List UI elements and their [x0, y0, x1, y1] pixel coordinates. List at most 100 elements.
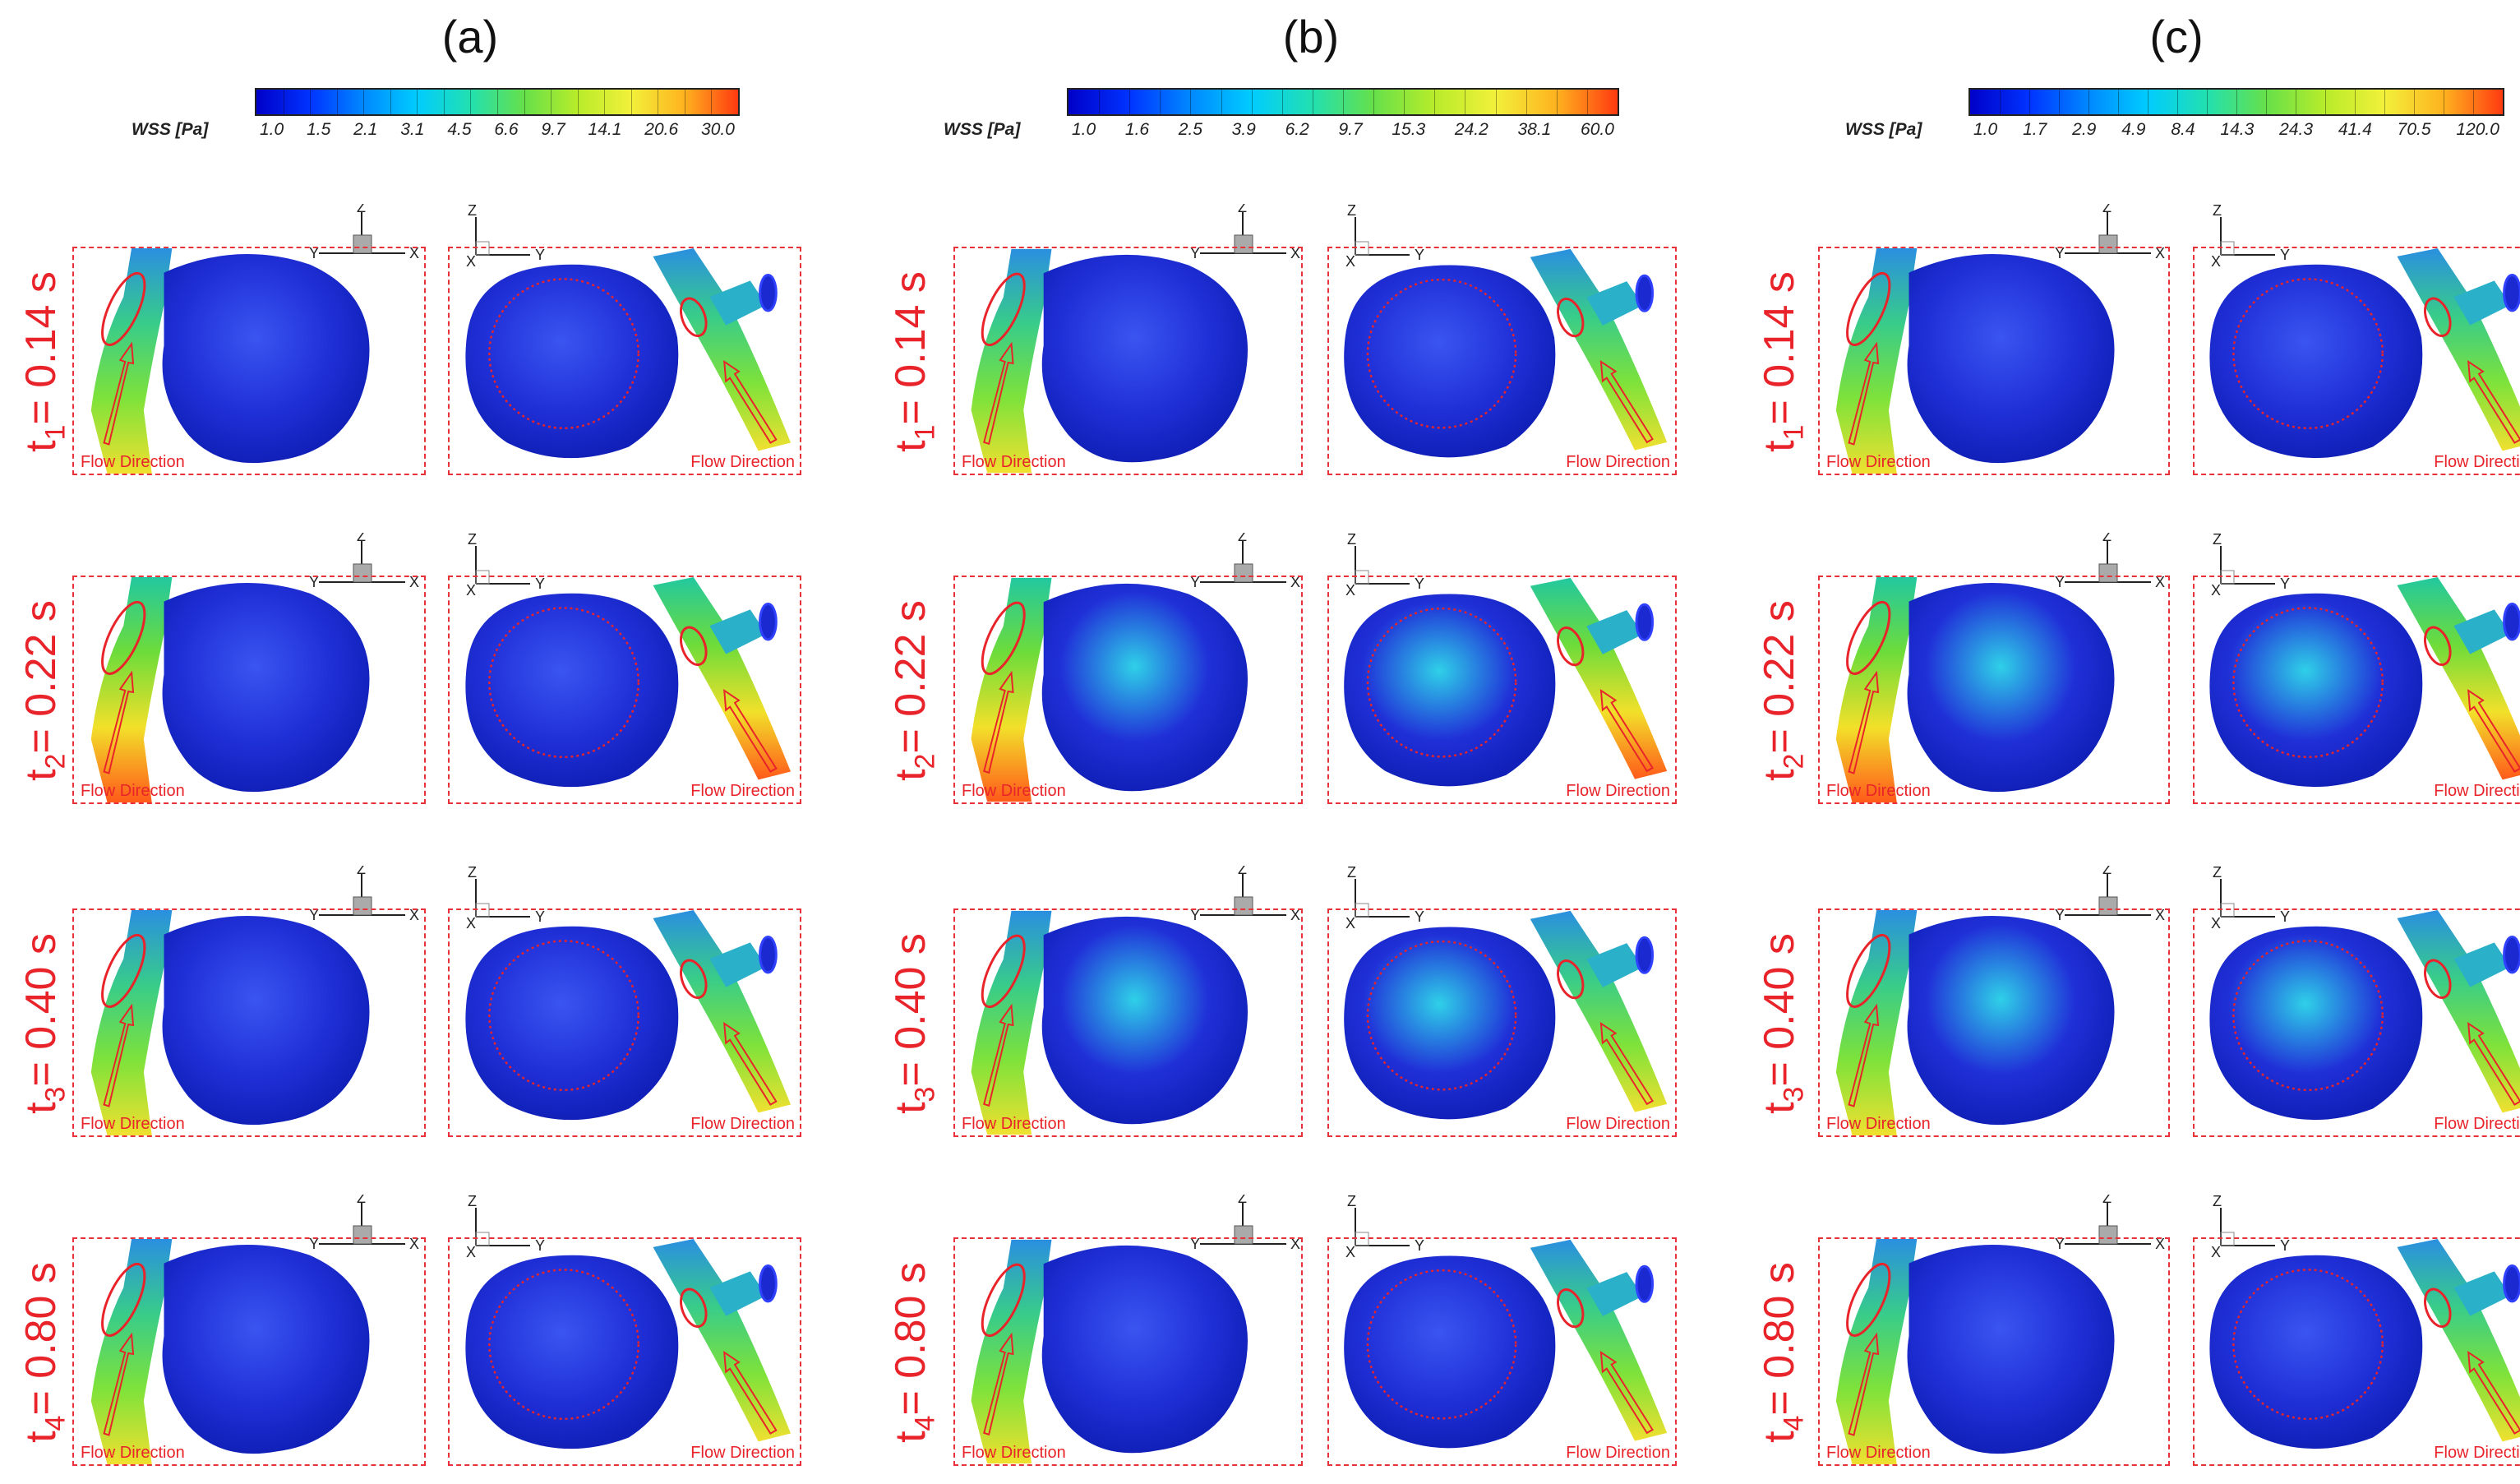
time-label-a-4: t4= 0.80 s	[17, 1262, 72, 1443]
highlight-ellipse	[981, 934, 1026, 1009]
view-box-right-b-3: Flow Direction	[1327, 908, 1677, 1137]
axis-label-y: Y	[535, 908, 545, 925]
flow-direction-label: Flow Direction	[690, 1115, 795, 1133]
axis-label-y: Y	[535, 1237, 545, 1254]
time-subscript: 2	[1778, 753, 1810, 770]
highlight-dotted-circle	[2232, 940, 2384, 1092]
colorbar-tick-label: 2.9	[2072, 120, 2097, 139]
colorbar-ticks-c: 1.0 1.7 2.9 4.9 8.4 14.3 24.3 41.4 70.5 120.0	[1973, 120, 2499, 140]
aneurysm-render	[971, 577, 1248, 802]
axis-triad-back: Z X Y	[466, 866, 545, 932]
axis-origin-box	[2220, 241, 2235, 256]
highlight-ellipse	[1557, 959, 1585, 1000]
parent-vessel	[2397, 1239, 2520, 1442]
axis-triad-front: Y X Z	[309, 1195, 419, 1252]
axis-label-z: Z	[2213, 533, 2222, 548]
axis-triad-back: Z X Y	[2211, 866, 2290, 932]
flow-arrow	[1848, 1332, 1880, 1436]
aneurysm-sac	[162, 916, 370, 1126]
axis-label-z: Z	[2213, 1195, 2222, 1209]
aneurysm-sac	[465, 264, 679, 459]
vessel-outlet	[1635, 936, 1655, 974]
branch-vessel	[709, 942, 767, 987]
wss-colorbar-c	[1968, 88, 2504, 116]
flow-direction-label: Flow Direction	[1826, 782, 1931, 800]
axis-label-x: X	[409, 245, 419, 261]
axis-label-x: X	[466, 915, 476, 932]
axis-label-x: X	[466, 253, 476, 270]
flow-direction-label: Flow Direction	[690, 1444, 795, 1462]
highlight-dotted-circle	[1366, 278, 1517, 429]
highlight-ellipse	[2424, 959, 2452, 999]
aneurysm-sac	[2209, 926, 2423, 1121]
axis-label-y: Y	[1190, 245, 1200, 261]
vessel-outlet	[2503, 274, 2520, 312]
time-label-b-3: t3= 0.40 s	[887, 933, 941, 1114]
time-subscript: 4	[1778, 1415, 1810, 1431]
time-subscript: 2	[39, 753, 72, 770]
aneurysm-render	[2209, 1239, 2520, 1449]
aneurysm-render	[465, 910, 792, 1121]
axis-label-x: X	[466, 582, 476, 599]
axis-label-y: Y	[2280, 908, 2290, 925]
colorbar-tick-label: 6.6	[494, 120, 519, 139]
colorbar-segment-line	[2088, 90, 2089, 114]
flow-direction-label: Flow Direction	[2434, 782, 2520, 800]
colorbar-segment-line	[1999, 90, 2001, 114]
axis-triad-back: Z X Y	[466, 533, 545, 599]
time-subscript: 2	[909, 753, 941, 770]
axis-label-x: X	[2155, 574, 2165, 590]
axis-label-y: Y	[309, 907, 319, 923]
colorbar-segment-line	[711, 90, 713, 114]
colorbar-tick-label: 20.6	[644, 120, 679, 139]
axis-label-y: Y	[1415, 908, 1424, 925]
view-box-left-a-1: Flow Direction	[72, 247, 426, 475]
flow-arrow	[103, 670, 135, 774]
colorbar-segment-line	[363, 90, 365, 114]
aneurysm-sac	[1907, 916, 2115, 1126]
highlight-ellipse	[101, 1262, 146, 1337]
colorbar-tick-label: 9.7	[1338, 120, 1363, 139]
colorbar-segment-line	[1281, 90, 1283, 114]
axis-triad-back: Z X Y	[2211, 1195, 2290, 1260]
time-value: = 0.22 s	[887, 600, 935, 754]
colorbar-segment-line	[577, 90, 579, 114]
axis-origin-box	[1234, 563, 1253, 583]
highlight-dotted-circle	[2232, 1269, 2384, 1421]
aneurysm-sac	[1041, 254, 1248, 463]
aneurysm-sac	[1344, 927, 1556, 1120]
axis-label-z: Z	[1238, 1195, 1247, 1206]
flow-arrow	[983, 1332, 1014, 1436]
flow-direction-label: Flow Direction	[690, 453, 795, 471]
colorbar-segment-line	[1160, 90, 1161, 114]
colorbar-segment-line	[1129, 90, 1131, 114]
colorbar-segment-line	[1495, 90, 1497, 114]
axis-label-x: X	[1345, 582, 1355, 599]
axis-label-y: Y	[309, 245, 319, 261]
flow-arrow	[723, 689, 778, 773]
highlight-ellipse	[1846, 1262, 1891, 1337]
branch-vessel	[709, 280, 767, 326]
colorbar-title-c: WSS [Pa]	[1845, 120, 1922, 139]
flow-arrow	[983, 1003, 1014, 1107]
highlight-ellipse	[1557, 626, 1585, 667]
axis-origin-box	[475, 1232, 490, 1246]
time-value: = 0.80 s	[887, 1262, 935, 1416]
aneurysm-sac	[1041, 916, 1248, 1125]
axis-label-y: Y	[2055, 574, 2065, 590]
axis-label-y: Y	[1190, 907, 1200, 923]
axis-label-y: Y	[2055, 245, 2065, 261]
view-box-left-a-4: Flow Direction	[72, 1237, 426, 1466]
flow-arrow	[983, 670, 1014, 774]
colorbar-tick-label: 1.0	[1973, 120, 1998, 139]
colorbar-segment-line	[417, 90, 418, 114]
branch-vessel	[1586, 610, 1643, 654]
flow-arrow	[723, 1351, 778, 1435]
highlight-ellipse	[1846, 600, 1891, 675]
parent-vessel	[2397, 577, 2520, 780]
flow-direction-label: Flow Direction	[81, 782, 185, 800]
axis-origin-box	[353, 896, 372, 916]
axis-origin-box	[475, 903, 490, 918]
aneurysm-sac	[2209, 1255, 2423, 1449]
colorbar-segment-line	[390, 90, 391, 114]
